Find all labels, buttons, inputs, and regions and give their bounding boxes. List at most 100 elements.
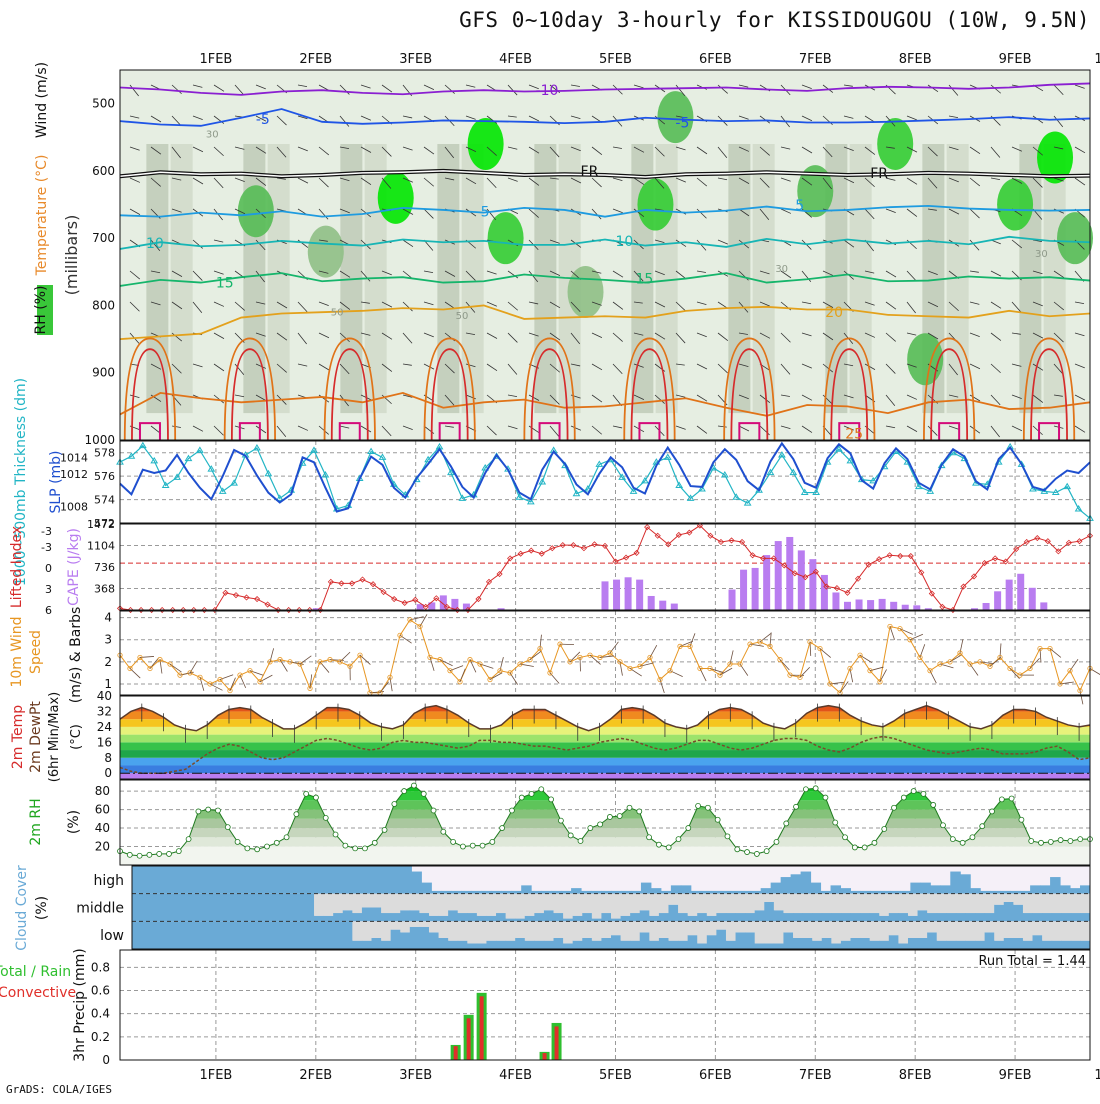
- cloud-gap: [985, 894, 995, 913]
- cloud-gap: [496, 894, 506, 913]
- rh-label: 50: [331, 308, 344, 319]
- cloud-gap: [803, 921, 813, 938]
- data-point: [950, 837, 955, 842]
- cloud-cell: [342, 866, 352, 894]
- cloud-cell: [372, 938, 382, 949]
- cloud-cell: [232, 866, 242, 894]
- cloud-gap: [506, 894, 516, 919]
- cloud-cell: [771, 883, 781, 894]
- cloud-cell: [841, 913, 851, 921]
- isotherm-label: 5: [795, 198, 804, 214]
- cloud-cell: [496, 913, 506, 921]
- rh-fill: [120, 780, 1090, 865]
- cloud-gap: [736, 921, 746, 932]
- cloud-cell: [401, 866, 411, 894]
- bar: [659, 601, 666, 610]
- y-axis-label: 10m Wind: [9, 616, 25, 687]
- cloud-cell: [152, 866, 162, 894]
- data-point: [480, 843, 485, 848]
- data-point: [705, 805, 710, 810]
- cloud-gap: [965, 894, 975, 913]
- data-point: [637, 809, 642, 814]
- cloud-cell: [391, 866, 401, 894]
- data-point: [901, 795, 906, 800]
- y-axis-label: (millibars): [62, 215, 81, 296]
- data-point: [539, 787, 544, 792]
- cloud-cell: [1052, 913, 1062, 921]
- cloud-cell: [812, 913, 822, 921]
- bar-convective: [454, 1046, 458, 1060]
- cloud-cell: [755, 943, 765, 949]
- cloud-cell: [1033, 913, 1043, 921]
- cloud-gap: [448, 894, 458, 911]
- cloud-cell: [304, 921, 314, 949]
- cloud-cell: [745, 932, 755, 949]
- data-point: [980, 824, 985, 829]
- y-tick: 0: [104, 766, 112, 780]
- cloud-cell: [257, 921, 267, 949]
- cloud-cell: [192, 866, 202, 894]
- cloud-gap: [1042, 894, 1052, 913]
- y-tick: 0: [102, 1053, 110, 1067]
- cloud-cell: [621, 941, 631, 949]
- cloud-gap: [726, 921, 736, 940]
- cloud-cell: [228, 921, 238, 949]
- y-tick: 40: [97, 689, 112, 703]
- cloud-cell: [391, 913, 401, 921]
- cloud-cell: [975, 941, 985, 949]
- series-line: [120, 443, 1090, 511]
- data-point: [558, 818, 563, 823]
- y-axis-label: 2m DewPt: [28, 701, 44, 773]
- cloud-gap: [783, 894, 793, 913]
- cloud-cell: [641, 883, 651, 894]
- data-point: [509, 808, 514, 813]
- data-point: [656, 842, 661, 847]
- cloud-cell: [189, 894, 199, 922]
- cloud-cell: [841, 888, 851, 894]
- precip-frame: [120, 950, 1090, 1060]
- date-tick-top: 9FEB: [999, 52, 1032, 67]
- cloud-cell: [716, 930, 726, 949]
- cloud-cell: [688, 916, 698, 922]
- data-point: [970, 835, 975, 840]
- data-point: [921, 791, 926, 796]
- data-point: [774, 839, 779, 844]
- cloud-gap: [458, 921, 468, 940]
- temp-band: [120, 742, 1090, 750]
- cloud-gap: [343, 894, 353, 911]
- bar-convective: [543, 1053, 547, 1060]
- cloud-gap: [506, 921, 516, 940]
- cloud-gap: [381, 921, 391, 940]
- bar: [1029, 588, 1036, 610]
- bar: [636, 580, 643, 610]
- cloud-cell: [764, 902, 774, 921]
- cloud-cell: [803, 938, 813, 949]
- cloud-gap: [1033, 921, 1043, 935]
- cloud-cell: [965, 913, 975, 921]
- cloud-cell: [601, 913, 611, 921]
- cloud-cell: [333, 913, 343, 921]
- cloud-gap: [640, 894, 650, 911]
- cloud-cell: [400, 910, 410, 921]
- cloud-cell: [247, 894, 257, 922]
- legend-convective: Convective: [0, 985, 76, 1001]
- cloud-gap: [1080, 921, 1090, 940]
- cloud-cell: [262, 866, 272, 894]
- cloud-cell: [372, 908, 382, 922]
- cloud-cell: [458, 941, 468, 949]
- data-point: [911, 789, 916, 794]
- cloud-cell: [352, 941, 362, 949]
- cloud-cell: [180, 894, 190, 922]
- y-tick: 3: [45, 583, 52, 596]
- cloud-cell: [448, 910, 458, 921]
- cloud-gap: [1042, 921, 1052, 940]
- bar: [902, 605, 909, 610]
- cloud-cell: [161, 894, 171, 922]
- y-tick: 600: [92, 164, 115, 178]
- data-point: [764, 849, 769, 854]
- cloud-cell: [726, 913, 736, 921]
- cloud-gap: [324, 894, 334, 916]
- temperature-legend-label: Temperature (°C): [34, 155, 50, 277]
- data-point: [941, 823, 946, 828]
- cloud-cell: [956, 941, 966, 949]
